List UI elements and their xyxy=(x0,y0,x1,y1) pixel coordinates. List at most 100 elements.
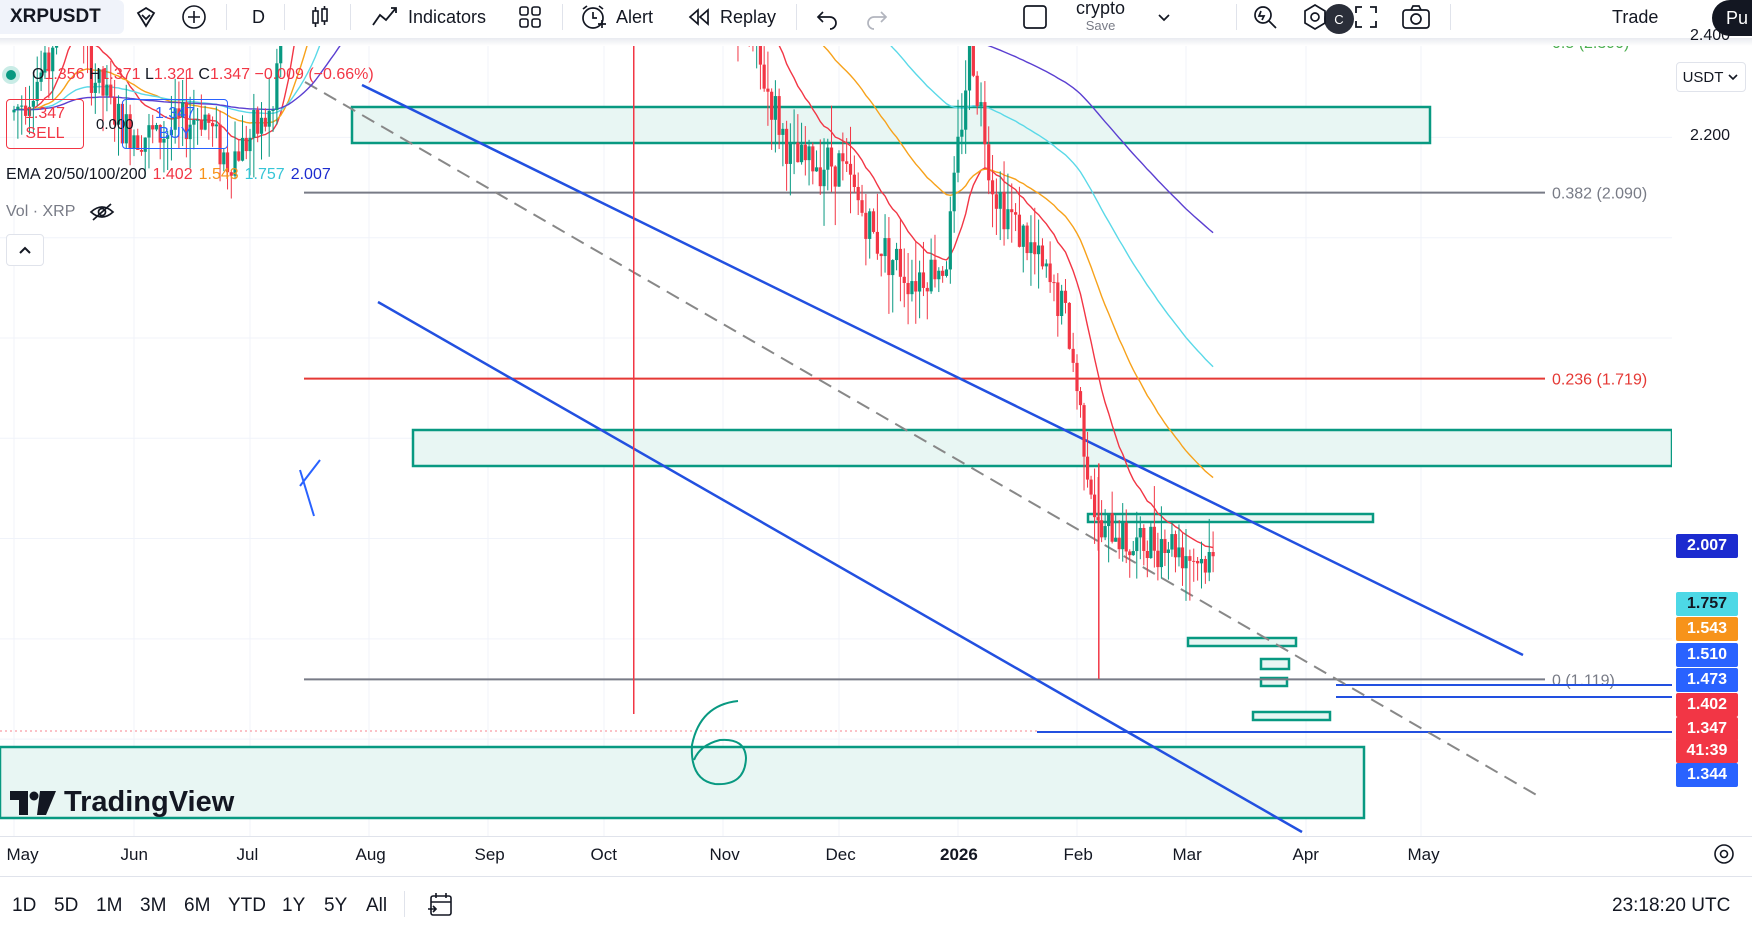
candle-body xyxy=(154,125,159,130)
eye-hidden-icon[interactable] xyxy=(89,201,115,223)
user-drawings: 6 xyxy=(299,459,748,786)
time-axis-label: Oct xyxy=(590,845,617,864)
calendar-goto-icon[interactable] xyxy=(426,890,456,920)
candle-body xyxy=(1071,348,1075,363)
top-toolbar: XRPUSDT D Indicators Alert Replay crypto… xyxy=(0,0,1752,38)
candle-body xyxy=(952,172,956,212)
add-symbol-icon[interactable] xyxy=(180,0,208,34)
currency-label: USDT xyxy=(1682,68,1724,86)
candle-body xyxy=(826,147,830,170)
descending-channel xyxy=(304,81,1541,834)
candle-body xyxy=(1149,526,1153,559)
symbol-name[interactable]: XRPUSDT xyxy=(10,6,101,27)
ema-legend[interactable]: EMA 20/50/100/200 1.402 1.543 1.757 2.00… xyxy=(6,166,331,184)
currency-select[interactable]: USDT xyxy=(1676,62,1746,92)
buy-button[interactable]: 1.347 BUY xyxy=(122,99,228,149)
status-dot-icon xyxy=(6,70,16,80)
range-button-3m[interactable]: 3M xyxy=(140,895,167,916)
candle-body xyxy=(51,47,55,72)
support-resistance-zone xyxy=(411,428,1672,468)
ema20-line xyxy=(13,46,1214,549)
replay-button[interactable]: Replay xyxy=(686,0,776,34)
range-button-1d[interactable]: 1D xyxy=(12,895,37,916)
candle-body xyxy=(918,272,922,292)
candle-body xyxy=(1192,560,1196,562)
candle-body xyxy=(845,161,849,164)
utc-clock[interactable]: 23:18:20 UTC xyxy=(1612,895,1731,916)
layouts-icon[interactable] xyxy=(516,0,544,34)
layout-square-icon[interactable] xyxy=(1020,0,1050,34)
time-axis[interactable]: May Jun Jul Aug Sep Oct Nov Dec 2026 Feb Mar Apr May xyxy=(0,836,1752,872)
candle-body xyxy=(979,102,983,107)
range-button-5y[interactable]: 5Y xyxy=(324,895,348,916)
range-button-all[interactable]: All xyxy=(366,895,388,916)
candle-body xyxy=(871,211,876,232)
candle-body xyxy=(101,69,105,96)
candle-body xyxy=(173,108,177,130)
candle-body xyxy=(921,272,926,288)
symbol-search-box[interactable] xyxy=(0,0,124,34)
candle-body xyxy=(860,200,864,213)
interval-button[interactable]: D xyxy=(252,6,265,27)
alert-button[interactable]: Alert xyxy=(578,0,653,34)
candle-body xyxy=(1124,522,1128,552)
trade-button[interactable]: Trade xyxy=(1612,6,1659,27)
indicators-button[interactable]: Indicators xyxy=(370,0,486,34)
volume-legend[interactable]: Vol · XRP xyxy=(6,201,115,223)
price-tag: 1.510 xyxy=(1676,643,1738,667)
settings-gear-icon[interactable] xyxy=(1300,0,1330,34)
range-button-1y[interactable]: 1Y xyxy=(282,895,306,916)
high-label: H xyxy=(88,66,101,83)
candle-body xyxy=(822,169,826,187)
layout-name-button[interactable]: crypto Save xyxy=(1076,0,1125,34)
candle-body xyxy=(1170,534,1174,550)
avatar[interactable]: C xyxy=(1324,4,1354,34)
candles-icon[interactable] xyxy=(306,0,334,34)
candle-body xyxy=(1085,456,1090,480)
candle-body xyxy=(807,146,811,161)
range-button-6m[interactable]: 6M xyxy=(184,895,211,916)
compare-symbol-icon[interactable] xyxy=(132,0,160,34)
candle-body xyxy=(248,137,252,152)
range-button-5d[interactable]: 5D xyxy=(54,895,79,916)
candle-body xyxy=(762,64,766,89)
candle-body xyxy=(162,138,166,143)
time-axis-label: Sep xyxy=(474,845,505,864)
camera-snapshot-icon[interactable] xyxy=(1400,0,1432,34)
candle-body xyxy=(1188,556,1192,561)
candle-body xyxy=(132,135,136,149)
candle-body xyxy=(1117,537,1121,550)
candle-body xyxy=(1067,302,1071,349)
redo-icon[interactable] xyxy=(864,0,890,34)
candlesticks xyxy=(12,46,1215,715)
candle-body xyxy=(796,142,800,163)
candle-body xyxy=(971,46,975,76)
range-button-1m[interactable]: 1M xyxy=(96,895,123,916)
quick-search-icon[interactable] xyxy=(1250,0,1280,34)
range-button-ytd[interactable]: YTD xyxy=(228,895,266,916)
low-label: L xyxy=(145,66,154,83)
support-resistance-zone xyxy=(350,105,1432,145)
price-chart[interactable]: 1 (3.661)0.786 (3.117)0.618 (2.690)0.5 (… xyxy=(0,46,1672,836)
candle-body xyxy=(948,211,952,270)
open-label: O xyxy=(32,66,45,83)
candle-body xyxy=(1017,214,1022,247)
undo-icon[interactable] xyxy=(814,0,840,34)
candle-body xyxy=(188,124,192,140)
candle-body xyxy=(218,124,222,165)
candle-body xyxy=(1092,494,1097,518)
collapse-legend-button[interactable] xyxy=(6,234,44,266)
publish-button[interactable]: Pu xyxy=(1712,0,1752,36)
candle-body xyxy=(158,125,162,143)
candle-body xyxy=(89,46,94,93)
sell-button[interactable]: 1.347 SELL xyxy=(6,99,84,149)
candle-body xyxy=(116,103,121,125)
candle-body xyxy=(833,166,837,187)
candle-body xyxy=(803,144,807,161)
chevron-down-icon[interactable] xyxy=(1156,0,1172,34)
settings-icon[interactable] xyxy=(1712,842,1736,866)
candle-body xyxy=(964,90,968,130)
fullscreen-icon[interactable] xyxy=(1352,0,1380,34)
candle-body xyxy=(883,238,887,257)
tradingview-logo[interactable]: TradingView xyxy=(10,786,234,819)
